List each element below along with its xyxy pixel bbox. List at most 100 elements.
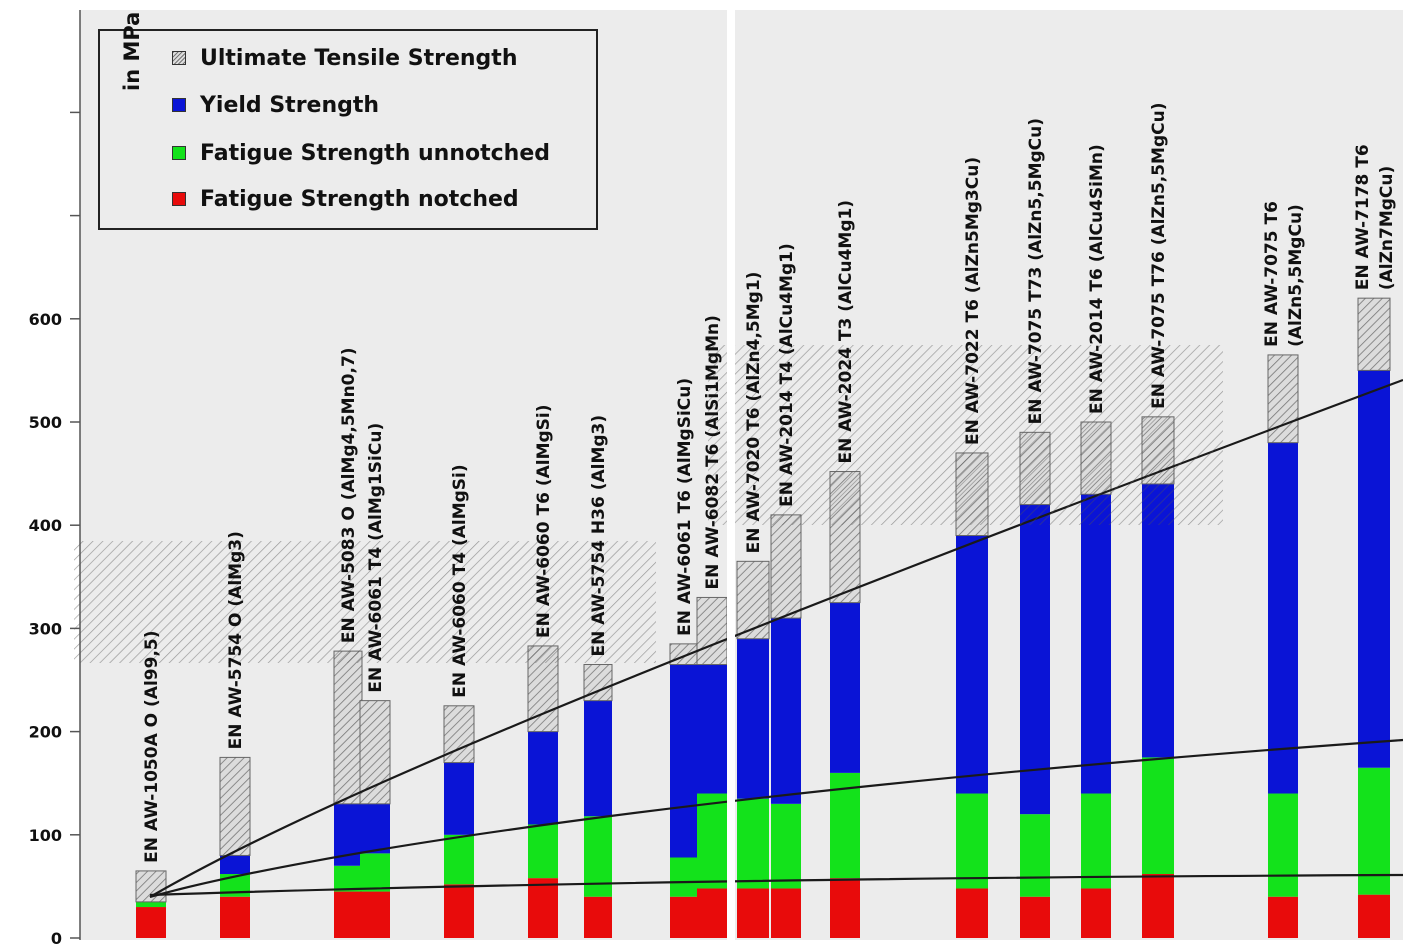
bar-label: EN AW-7075 T73 (AlZn5,5MgCu) [1026,118,1046,424]
bar-segment-fatigue-notched [528,878,558,938]
bar-segment-fatigue-unnotched [1020,814,1050,897]
legend-item-fatigue-unnotched: Fatigue Strength unnotched [172,138,550,168]
y-tick-label: 200 [29,723,62,742]
bar-segment-fatigue-unnotched [956,793,988,889]
bar-segment-fatigue-notched [697,888,727,938]
bar-segment-yield [360,803,390,854]
bar-segment-uts [333,650,363,805]
bar-segment-fatigue-notched [830,878,860,938]
bar-segment-yield [830,602,860,773]
bar-segment-yield [670,664,698,858]
bar-segment-fatigue-notched [334,891,362,938]
bar-segment-fatigue-notched [1020,896,1050,938]
bar-segment-uts [696,596,728,666]
bar-label: (AlZn7MgCu) [1377,166,1397,290]
hatch-overlays [74,345,1223,663]
bar-segment-fatigue-unnotched [360,853,390,892]
bar-segment-yield [1358,370,1390,768]
bar-segment-fatigue-notched [136,907,166,938]
bar-label: EN AW-6060 T6 (AlMgSi) [534,404,554,637]
trend-curve [149,738,1403,899]
bar-label: EN AW-2014 T6 (AlCu4SiMn) [1087,144,1107,414]
y-axis-unit-label: in MPa [120,11,144,91]
bar-labels: EN AW-1050A O (Al99,5) EN AW-5754 O (AlMg… [142,102,1397,862]
legend-swatch-fatigue-notched [172,192,186,206]
bar-segment-fatigue-unnotched [1142,757,1174,875]
bar-label: EN AW-6060 T4 (AlMgSi) [450,464,470,697]
bar-segment-fatigue-unnotched [697,793,727,889]
legend-swatch-uts [172,51,186,65]
bar-segment-fatigue-notched [956,888,988,938]
bar-segment-fatigue-unnotched [334,865,362,892]
bar-segment-fatigue-notched [771,888,801,938]
bar-label: (AlZn5,5MgCu) [1286,204,1306,347]
legend: in MPa Ultimate Tensile Strength Yield S… [98,12,598,230]
bar-label: EN AW-7020 T6 (AlZn4,5Mg1) [744,272,764,554]
bar-segment-uts [219,756,251,856]
y-tick-label: 300 [29,619,62,638]
bar-segment-uts [1357,297,1391,371]
bar-segment-fatigue-notched [1081,888,1111,938]
bar-segment-yield [528,731,558,825]
bar-label: EN AW-1050A O (Al99,5) [142,630,162,862]
bar-segment-fatigue-unnotched [528,824,558,879]
bar-label: EN AW-2014 T4 (AlCu4Mg1) [777,243,797,507]
bar-segment-fatigue-notched [737,888,769,938]
bar-segment-yield [956,535,988,794]
bar-segment-yield [737,638,769,799]
bar-label: EN AW-5083 O (AlMg4,5Mn0,7) [339,347,359,643]
y-tick-label: 400 [29,516,62,535]
bar-segment-fatigue-unnotched [670,857,698,897]
hatch-overlay-region [74,541,656,663]
bar-label: EN AW-7075 T76 (AlZn5,5MgCu) [1149,102,1169,408]
bar-segment-yield [1081,494,1111,794]
bar-segment-yield [1268,442,1298,794]
bar-segment-yield [1142,483,1174,758]
legend-swatch-yield [172,98,186,112]
bar-segment-fatigue-unnotched [1268,793,1298,897]
bar-segment-fatigue-notched [220,896,250,938]
bar-segment-fatigue-unnotched [771,803,801,889]
bar-label: EN AW-6061 T6 (AlMgSiCu) [675,378,695,636]
y-tick-label: 100 [29,826,62,845]
bar-label: EN AW-2024 T3 (AlCu4Mg1) [836,200,856,464]
legend-item-uts: Ultimate Tensile Strength [172,43,517,73]
bar-segment-yield [444,762,474,835]
y-tick-label: 0 [51,929,62,946]
bar-segment-yield [771,618,801,804]
legend-item-yield: Yield Strength [172,90,379,120]
bar-segment-fatigue-notched [1142,874,1174,938]
y-tick-label: 500 [29,413,62,432]
bar-segment-fatigue-notched [584,896,612,938]
bar-segment-fatigue-notched [1268,896,1298,938]
bar-label: EN AW-7075 T6 [1262,201,1282,347]
y-tick-label: 600 [29,310,62,329]
bar-label: EN AW-7022 T6 (AlZn5Mg3Cu) [963,157,983,445]
bar-segment-yield [697,664,727,794]
bar-segment-fatigue-unnotched [136,901,166,908]
bar-label: EN AW-6082 T6 (AlSi1MgMn) [703,315,723,589]
y-axis-ticks: 0 100 200 300 400 500 600 [29,111,80,946]
bar-segment-uts [736,560,770,640]
bar-segment-fatigue-unnotched [1081,793,1111,889]
bar-segment-fatigue-unnotched [737,798,769,889]
panel-separator [727,0,735,946]
bar-segment-uts [669,643,699,666]
bar-segment-fatigue-unnotched [1358,767,1390,895]
bar-segment-fatigue-unnotched [444,834,474,885]
bar-segment-fatigue-notched [670,896,698,938]
bar-segment-fatigue-notched [360,891,390,938]
bar-label: EN AW-5754 O (AlMg3) [226,531,246,749]
legend-swatch-fatigue-unnotched [172,146,186,160]
trend-curve [149,873,1403,897]
bar-label: EN AW-7178 T6 [1353,144,1373,290]
bar-label: EN AW-6061 T4 (AlMg1SiCu) [366,423,386,693]
bar-segment-yield [584,700,612,817]
legend-label-yield: Yield Strength [200,92,380,118]
bar-segment-yield [1020,504,1050,815]
legend-label-fatigue-unnotched: Fatigue Strength unnotched [200,140,551,166]
legend-label-fatigue-notched: Fatigue Strength notched [200,186,519,212]
legend-item-fatigue-notched: Fatigue Strength notched [172,184,519,214]
hatch-overlay-region [708,345,1223,525]
